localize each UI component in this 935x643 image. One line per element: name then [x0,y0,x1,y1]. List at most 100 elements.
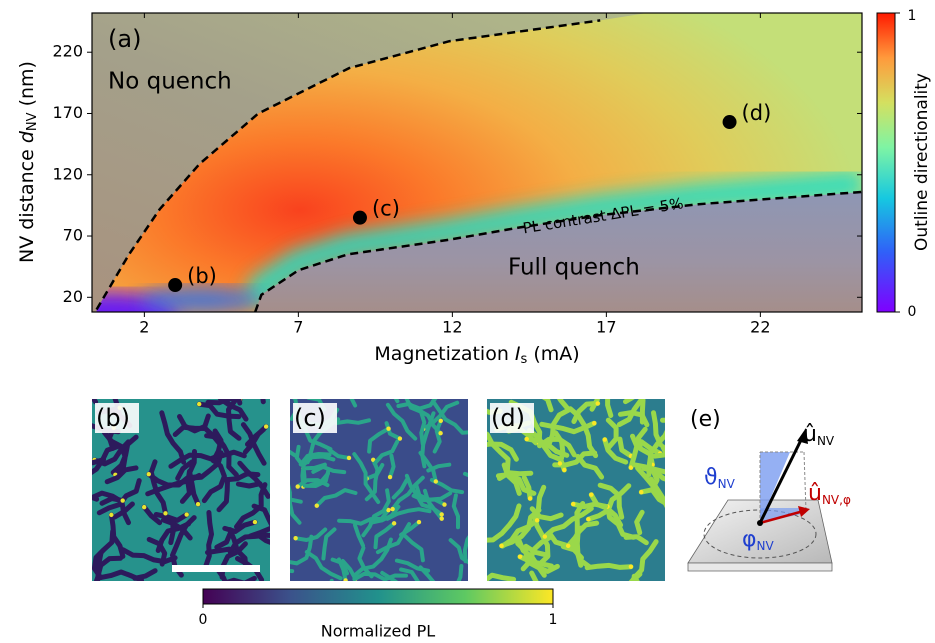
domain [177,413,211,434]
domain [92,494,100,502]
domain [456,564,464,581]
domain [179,468,192,504]
main-chart: 2 7 12 17 22 20 70 120 170 220 Magnetization Is (m… [16,8,933,367]
spot [196,401,202,407]
theta-label: ϑNV [704,465,736,491]
domain [523,543,549,558]
heat-mid [96,13,862,312]
domain [391,478,409,500]
x-axis-label-part: Magnetization [374,343,515,365]
map [290,399,468,581]
spot [586,517,591,522]
spot [370,457,376,463]
spot [391,521,397,526]
spot [52,476,56,480]
spot [439,512,444,517]
uphi-sub: NV,φ [822,493,851,507]
point [722,115,737,130]
domain [652,452,665,459]
spot [557,461,563,466]
domain [93,550,104,581]
spot [282,562,286,566]
domain [635,465,655,488]
spot [438,418,443,424]
domain [175,459,195,481]
boundary [95,19,601,311]
spot [295,484,300,489]
point [352,210,367,225]
domain [451,493,460,530]
domain [639,439,663,456]
spot [390,506,395,512]
map [487,364,665,581]
spot [343,578,348,581]
domain [352,537,393,578]
point-label: (b) [187,264,217,288]
domain [92,399,99,405]
heat-band [242,170,862,309]
y-tick-label: 120 [52,164,83,183]
spot [639,489,644,495]
spot [524,436,529,442]
y-axis-label-part: d [16,130,38,143]
domain [536,484,547,511]
panel-label: (d) [491,404,525,432]
domain [330,557,349,576]
domain [372,439,400,466]
spot [293,536,298,541]
label-bg [490,403,534,433]
spot [542,534,548,539]
domain [541,399,554,413]
spot [93,596,97,600]
domain [222,519,258,534]
spot [387,474,393,480]
domain [214,529,234,550]
spot [641,364,645,368]
spot [442,502,447,507]
spot [163,511,168,516]
u-sub: NV [817,434,835,448]
domain [638,467,660,495]
colorbar [202,588,554,605]
domain [120,547,178,565]
panel-label: (e) [690,407,721,432]
domain [104,465,139,485]
domain [148,459,168,516]
domain [388,453,396,480]
domain [390,475,425,512]
colorbar [876,12,896,313]
colorbar-tick-label: 1 [908,8,917,24]
spot [184,512,189,517]
domain [227,532,270,555]
y-tick-label: 70 [63,226,83,245]
spot [628,465,634,470]
spot [499,543,504,549]
spot [141,504,147,510]
domain [236,399,243,406]
domain [393,399,400,404]
uphi-label: ûNV,φ [808,481,851,507]
y-axis-label: NV distance dNV (nm) [16,61,40,263]
y-axis-label-part: NV distance [16,143,38,263]
annotation: Full quench [508,255,640,281]
domain [499,507,542,549]
domain [168,518,176,546]
domain [380,570,399,581]
domain [298,452,332,467]
domain [385,507,432,521]
domain [634,509,645,536]
point-label: (c) [372,197,400,221]
domain [570,501,608,510]
x-axis-label-part: s [521,352,528,367]
domain [373,521,397,550]
colorbar-label: Normalized PL [321,622,435,641]
domain [571,400,601,424]
scale-bar [172,565,260,572]
x-axis-label-part: I [515,343,521,365]
domain [574,520,600,568]
colorbar-tick-label: 0 [199,612,208,628]
spot [602,437,607,442]
domain [112,501,135,520]
colorbar-tick-label: 1 [549,612,558,628]
spot [146,471,151,477]
